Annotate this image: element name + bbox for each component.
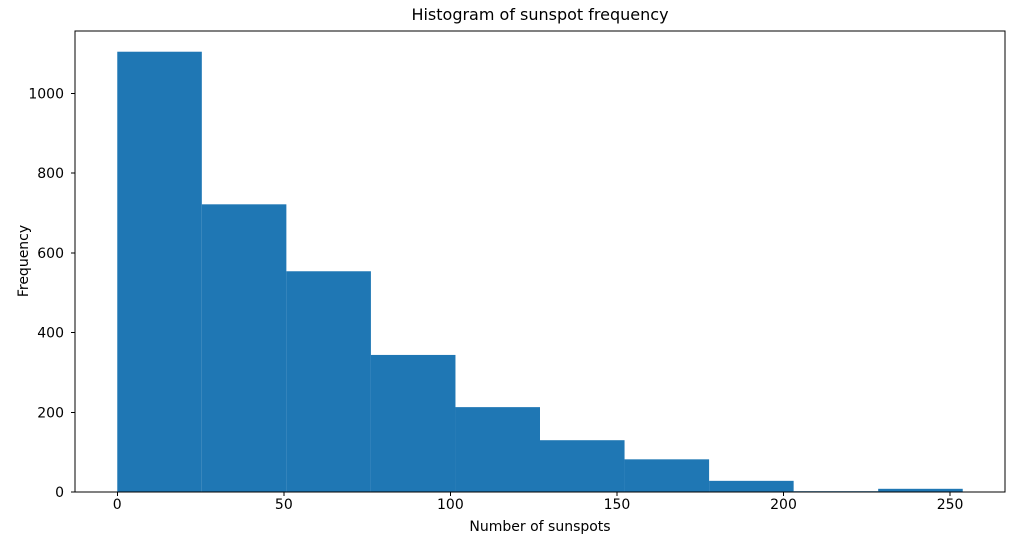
histogram-bar <box>878 488 963 492</box>
x-tick-label: 200 <box>770 497 797 513</box>
y-tick-label: 800 <box>37 166 64 182</box>
y-axis-label: Frequency <box>16 224 32 298</box>
y-tick-label: 0 <box>55 485 64 501</box>
y-tick-label: 400 <box>37 326 64 342</box>
y-tick-label: 600 <box>37 246 64 262</box>
x-tick-label: 0 <box>113 497 122 513</box>
axes-spine <box>74 30 1006 493</box>
histogram-bar <box>540 440 625 492</box>
histogram-bar <box>455 407 540 492</box>
y-tick-label: 1000 <box>28 87 64 103</box>
histogram-bar <box>709 480 794 492</box>
chart-title: Histogram of sunspot frequency <box>411 5 669 24</box>
x-axis-label: Number of sunspots <box>469 519 611 535</box>
x-tick-label: 50 <box>275 497 293 513</box>
histogram-bar <box>117 51 202 492</box>
x-tick-label: 100 <box>437 497 464 513</box>
x-tick-label: 250 <box>937 497 964 513</box>
x-tick-label: 150 <box>604 497 631 513</box>
y-tick-label: 200 <box>37 405 64 421</box>
histogram-bar <box>201 204 287 492</box>
histogram-bar <box>624 459 710 492</box>
histogram-bar <box>286 271 371 492</box>
histogram-bar <box>370 354 456 492</box>
